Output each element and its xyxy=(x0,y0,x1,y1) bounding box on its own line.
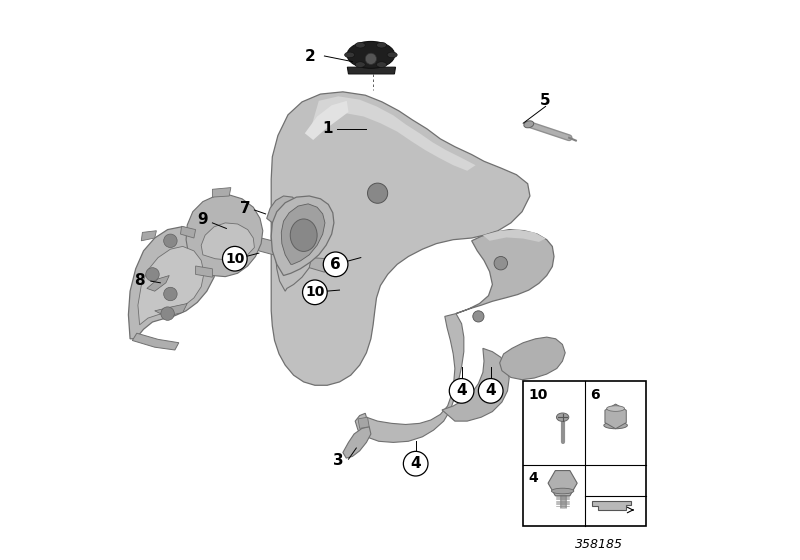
Polygon shape xyxy=(181,226,196,238)
Ellipse shape xyxy=(345,52,354,58)
Text: 7: 7 xyxy=(239,201,250,216)
Ellipse shape xyxy=(606,406,625,412)
Text: 10: 10 xyxy=(225,252,245,266)
Polygon shape xyxy=(358,417,369,428)
Polygon shape xyxy=(483,230,546,242)
Polygon shape xyxy=(132,333,179,350)
Bar xyxy=(523,381,646,526)
Polygon shape xyxy=(271,92,530,385)
Ellipse shape xyxy=(524,121,534,128)
Polygon shape xyxy=(154,304,187,316)
Polygon shape xyxy=(266,196,298,224)
Polygon shape xyxy=(282,204,325,264)
Text: 358185: 358185 xyxy=(574,538,622,551)
Polygon shape xyxy=(355,314,464,442)
Text: 2: 2 xyxy=(305,49,316,63)
Polygon shape xyxy=(254,237,277,255)
Polygon shape xyxy=(305,101,349,140)
Circle shape xyxy=(161,307,174,320)
Circle shape xyxy=(222,246,247,271)
Polygon shape xyxy=(196,266,213,277)
Polygon shape xyxy=(500,337,565,380)
Circle shape xyxy=(403,451,428,476)
Ellipse shape xyxy=(604,422,627,429)
Text: 9: 9 xyxy=(198,212,208,227)
Polygon shape xyxy=(456,230,554,314)
Text: 8: 8 xyxy=(134,273,145,287)
Text: 10: 10 xyxy=(305,286,325,300)
Polygon shape xyxy=(138,246,204,325)
Ellipse shape xyxy=(551,488,574,494)
Circle shape xyxy=(146,268,159,281)
Ellipse shape xyxy=(347,41,394,68)
Ellipse shape xyxy=(355,62,366,67)
Polygon shape xyxy=(311,96,475,171)
Text: 4: 4 xyxy=(529,471,538,485)
Ellipse shape xyxy=(387,52,397,58)
Circle shape xyxy=(366,53,377,64)
Ellipse shape xyxy=(355,43,366,48)
Circle shape xyxy=(473,311,484,322)
Text: 4: 4 xyxy=(486,384,496,398)
Ellipse shape xyxy=(377,62,386,67)
Circle shape xyxy=(494,256,507,270)
Circle shape xyxy=(164,234,177,248)
Ellipse shape xyxy=(377,43,386,48)
Text: 4: 4 xyxy=(410,456,421,471)
Circle shape xyxy=(323,252,348,277)
Circle shape xyxy=(164,287,177,301)
Polygon shape xyxy=(142,231,157,241)
Text: 3: 3 xyxy=(333,453,344,468)
Polygon shape xyxy=(186,195,262,277)
Text: 10: 10 xyxy=(529,388,548,402)
Circle shape xyxy=(450,379,474,403)
Polygon shape xyxy=(347,67,395,74)
Text: 5: 5 xyxy=(540,94,551,108)
Text: 4: 4 xyxy=(456,384,467,398)
Polygon shape xyxy=(147,276,170,291)
Polygon shape xyxy=(592,501,631,510)
Ellipse shape xyxy=(557,413,569,422)
Circle shape xyxy=(302,280,327,305)
Polygon shape xyxy=(129,227,216,339)
Text: 6: 6 xyxy=(590,388,600,402)
Circle shape xyxy=(478,379,503,403)
Polygon shape xyxy=(276,230,313,291)
Polygon shape xyxy=(343,427,371,458)
Polygon shape xyxy=(271,196,334,276)
Ellipse shape xyxy=(290,219,317,251)
Circle shape xyxy=(367,183,388,203)
Polygon shape xyxy=(310,258,330,272)
Text: 1: 1 xyxy=(322,122,333,136)
Polygon shape xyxy=(202,223,254,260)
Polygon shape xyxy=(442,348,509,421)
Polygon shape xyxy=(213,188,231,197)
Text: 6: 6 xyxy=(330,257,341,272)
